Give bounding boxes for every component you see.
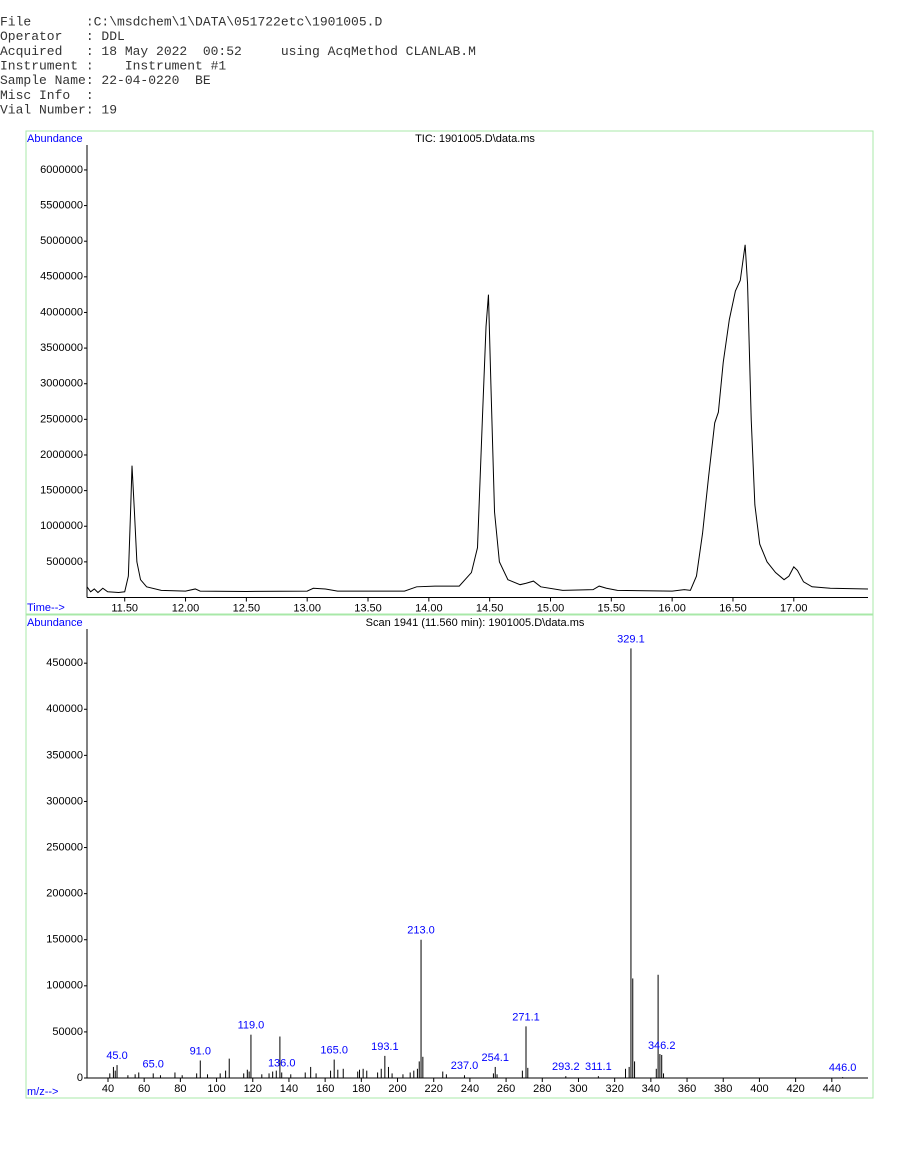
peak-label: 91.0 <box>190 1045 211 1057</box>
x-tick-label: 14.00 <box>415 602 443 614</box>
y-tick-label: 350000 <box>46 749 83 761</box>
x-tick-label: 16.00 <box>658 602 686 614</box>
x-tick-label: 15.50 <box>598 602 626 614</box>
x-tick-label: 13.00 <box>293 602 321 614</box>
x-tick-label: 100 <box>207 1083 225 1095</box>
peak-label: 329.1 <box>617 633 645 645</box>
y-axis-label: Abundance <box>27 617 83 629</box>
x-tick-label: 60 <box>138 1083 150 1095</box>
header-line: Misc Info : <box>0 88 94 103</box>
x-tick-label: 11.50 <box>111 602 138 614</box>
y-tick-label: 250000 <box>46 841 83 853</box>
header-line: File :C:\msdchem\1\DATA\051722etc\190100… <box>0 14 382 29</box>
y-tick-label: 400000 <box>46 703 83 715</box>
peak-label: 136.0 <box>268 1057 296 1069</box>
y-tick-label: 1500000 <box>40 485 83 497</box>
y-tick-label: 450000 <box>46 657 83 669</box>
y-tick-label: 150000 <box>46 934 83 946</box>
x-tick-label: 260 <box>497 1083 515 1095</box>
y-tick-label: 2500000 <box>40 413 83 425</box>
peak-label: 346.2 <box>648 1040 676 1052</box>
x-axis-label: m/z--> <box>27 1086 58 1098</box>
x-tick-label: 12.50 <box>233 602 261 614</box>
y-tick-label: 6000000 <box>40 164 83 176</box>
x-tick-label: 14.50 <box>476 602 504 614</box>
peak-label: 65.0 <box>143 1058 164 1070</box>
x-tick-label: 17.00 <box>780 602 808 614</box>
chart-title: TIC: 1901005.D\data.ms <box>415 133 535 145</box>
x-tick-label: 340 <box>642 1083 660 1095</box>
x-tick-label: 160 <box>316 1083 334 1095</box>
y-tick-label: 3500000 <box>40 342 83 354</box>
peak-label: 293.2 <box>552 1061 580 1073</box>
x-tick-label: 280 <box>533 1083 551 1095</box>
y-tick-label: 5500000 <box>40 199 83 211</box>
peak-label: 165.0 <box>320 1044 348 1056</box>
x-tick-label: 12.00 <box>172 602 200 614</box>
x-tick-label: 16.50 <box>719 602 747 614</box>
x-tick-label: 120 <box>244 1083 262 1095</box>
y-tick-label: 200000 <box>46 888 83 900</box>
y-tick-label: 500000 <box>46 556 83 568</box>
y-axis-label: Abundance <box>27 133 83 145</box>
x-tick-label: 80 <box>174 1083 186 1095</box>
x-tick-label: 320 <box>605 1083 623 1095</box>
y-tick-label: 1000000 <box>40 520 83 532</box>
y-tick-label: 4500000 <box>40 271 83 283</box>
x-tick-label: 180 <box>352 1083 370 1095</box>
header-line: Vial Number: 19 <box>0 103 117 118</box>
header-line: Sample Name: 22-04-0220 BE <box>0 73 211 88</box>
x-axis-label: Time--> <box>27 602 65 614</box>
x-tick-label: 140 <box>280 1083 298 1095</box>
peak-label: 271.1 <box>512 1011 540 1023</box>
header-line: Operator : DDL <box>0 29 125 44</box>
peak-label: 446.0 <box>829 1062 857 1074</box>
peak-label: 254.1 <box>481 1052 509 1064</box>
y-tick-label: 0 <box>77 1072 83 1084</box>
y-tick-label: 50000 <box>52 1026 83 1038</box>
x-tick-label: 440 <box>823 1083 841 1095</box>
peak-label: 45.0 <box>106 1050 127 1062</box>
x-tick-label: 220 <box>425 1083 443 1095</box>
x-tick-label: 400 <box>750 1083 768 1095</box>
peak-label: 213.0 <box>407 925 435 937</box>
x-tick-label: 240 <box>461 1083 479 1095</box>
panel-frame <box>25 614 874 1099</box>
header-line: Instrument : Instrument #1 <box>0 59 226 74</box>
x-tick-label: 40 <box>102 1083 114 1095</box>
y-tick-label: 3000000 <box>40 378 83 390</box>
peak-label: 311.1 <box>585 1061 612 1073</box>
x-tick-label: 300 <box>569 1083 587 1095</box>
y-tick-label: 300000 <box>46 795 83 807</box>
x-tick-label: 13.50 <box>354 602 382 614</box>
y-tick-label: 2000000 <box>40 449 83 461</box>
y-tick-label: 5000000 <box>40 235 83 247</box>
y-tick-label: 4000000 <box>40 306 83 318</box>
x-tick-label: 420 <box>786 1083 804 1095</box>
x-tick-label: 380 <box>714 1083 732 1095</box>
header-line: Acquired : 18 May 2022 00:52 using AcqMe… <box>0 44 476 59</box>
peak-label: 119.0 <box>238 1020 265 1032</box>
peak-label: 237.0 <box>451 1060 479 1072</box>
x-tick-label: 15.00 <box>537 602 565 614</box>
y-tick-label: 100000 <box>46 980 83 992</box>
x-tick-label: 200 <box>388 1083 406 1095</box>
panel-frame <box>25 130 874 615</box>
chart-title: Scan 1941 (11.560 min): 1901005.D\data.m… <box>366 617 585 629</box>
x-tick-label: 360 <box>678 1083 696 1095</box>
peak-label: 193.1 <box>371 1041 399 1053</box>
tic-line <box>86 244 869 594</box>
